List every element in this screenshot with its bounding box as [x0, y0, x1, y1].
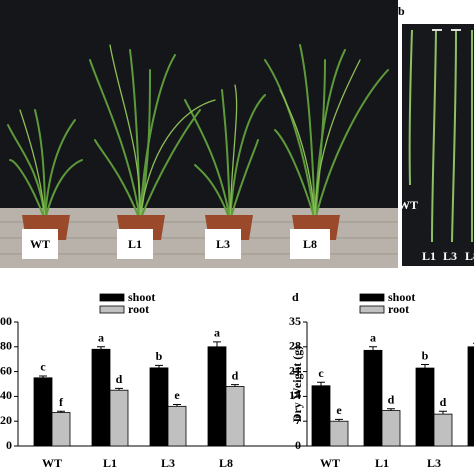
error-bar — [231, 384, 239, 387]
legend-swatch — [359, 305, 385, 314]
legend-label: root — [128, 302, 149, 316]
photo-label: L1 — [128, 237, 142, 251]
y-tick-label: 7 — [295, 413, 301, 427]
legend-swatch — [99, 293, 125, 302]
legend-label: shoot — [128, 290, 155, 304]
panel-label: d — [292, 290, 299, 304]
significance-letter: c — [40, 360, 46, 374]
x-tick-label: L1 — [103, 456, 117, 470]
bar — [51, 412, 71, 447]
significance-letter: d — [388, 393, 395, 407]
bar — [329, 420, 349, 447]
error-bar — [115, 387, 123, 391]
error-bar — [317, 381, 325, 386]
significance-letter: d — [116, 372, 123, 386]
photo-label: WT — [398, 198, 418, 212]
photo-label: WT — [30, 237, 50, 251]
significance-letter: a — [98, 331, 104, 345]
significance-letter: b — [156, 349, 163, 363]
y-tick-label: 14 — [289, 388, 301, 402]
panel-label: b — [398, 4, 405, 18]
y-tick-label: 20 — [0, 413, 12, 427]
error-bar — [57, 410, 65, 413]
x-tick-label: L8 — [219, 456, 233, 470]
y-tick-label: 40 — [0, 388, 12, 402]
legend-swatch — [359, 293, 385, 302]
error-bar — [421, 364, 429, 369]
error-bar — [369, 346, 377, 351]
legend-swatch — [99, 305, 125, 314]
y-axis-label: Dry Weight (g) — [290, 346, 304, 422]
y-tick-label: 21 — [289, 363, 301, 377]
significance-letter: c — [318, 366, 324, 380]
y-tick-label: 28 — [289, 339, 301, 353]
legend-label: shoot — [388, 290, 415, 304]
error-bar — [173, 403, 181, 407]
bar — [33, 377, 53, 447]
legend-label: root — [388, 302, 409, 316]
error-bar — [155, 364, 163, 368]
y-tick-label: 80 — [0, 339, 12, 353]
y-tick-label: 0 — [6, 438, 12, 452]
significance-letter: d — [232, 368, 239, 382]
error-bar — [97, 346, 105, 350]
bar — [467, 346, 474, 447]
y-tick-label: 35 — [289, 314, 301, 328]
photo-label: L1 — [422, 249, 436, 263]
error-bar — [335, 418, 343, 422]
error-bar — [213, 341, 221, 347]
error-bar — [39, 375, 47, 378]
y-tick-label: 60 — [0, 363, 12, 377]
bar — [225, 386, 245, 447]
significance-letter: e — [336, 403, 342, 417]
bar — [109, 389, 129, 447]
significance-letter: b — [422, 348, 429, 362]
bar — [433, 413, 453, 447]
error-bar — [439, 410, 447, 415]
significance-letter: a — [214, 326, 220, 340]
x-tick-label: L3 — [427, 456, 441, 470]
photo-a — [0, 0, 398, 268]
bar — [207, 346, 227, 447]
significance-letter: e — [174, 388, 180, 402]
significance-letter: d — [440, 395, 447, 409]
y-tick-label: 0 — [295, 438, 301, 452]
bar — [311, 385, 331, 447]
significance-letter: a — [370, 331, 376, 345]
x-tick-label: WT — [320, 456, 340, 470]
error-bar — [387, 408, 395, 411]
bar — [381, 410, 401, 447]
x-tick-label: WT — [42, 456, 62, 470]
y-tick-label: 100 — [0, 314, 12, 328]
x-tick-label: L3 — [161, 456, 175, 470]
photo-label: L8 — [465, 249, 474, 263]
bar — [149, 367, 169, 447]
bar — [415, 367, 435, 447]
bar — [167, 405, 187, 447]
x-tick-label: L1 — [375, 456, 389, 470]
photo-label: L8 — [303, 237, 317, 251]
significance-letter: f — [59, 395, 64, 409]
photo-label: L3 — [216, 237, 230, 251]
photo-b — [402, 24, 474, 266]
bar — [91, 348, 111, 447]
bar — [363, 349, 383, 447]
photo-label: L3 — [443, 249, 457, 263]
